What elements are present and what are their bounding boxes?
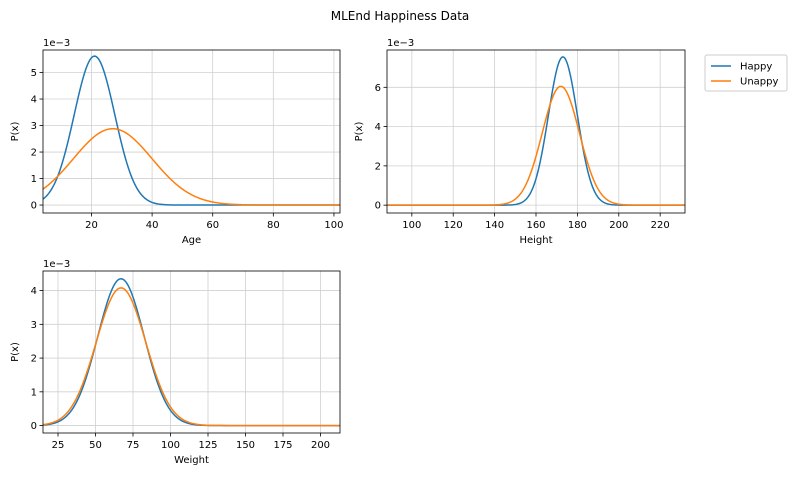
x-tick-label: 160 — [526, 220, 545, 231]
x-tick-label: 100 — [161, 440, 180, 451]
y-offset-label: 1e−3 — [43, 38, 70, 49]
y-tick-label: 3 — [31, 320, 37, 331]
y-tick-label: 0 — [31, 201, 37, 212]
legend-label-happy: Happy — [740, 62, 772, 73]
x-axis-label: Height — [519, 235, 552, 246]
subplot-weight: 25 50 75 100 125 150 175 200 0 1 2 3 4 1e−3 Weight P(x) — [10, 259, 341, 466]
x-tick-label: 220 — [651, 220, 670, 231]
legend: Happy Unappy — [704, 54, 788, 92]
y-tick-label: 4 — [375, 122, 381, 133]
y-tick-label: 4 — [31, 286, 37, 297]
y-tick-label: 2 — [31, 354, 37, 365]
x-tick-label: 200 — [609, 220, 628, 231]
x-tick-label: 200 — [311, 440, 330, 451]
y-tick-label: 0 — [375, 201, 381, 212]
x-tick-label: 100 — [402, 220, 421, 231]
y-tick-label: 3 — [31, 121, 37, 132]
y-tick-label: 6 — [375, 83, 381, 94]
y-tick-label: 1 — [31, 174, 37, 185]
legend-frame — [704, 54, 788, 92]
series-line-unappy — [43, 127, 340, 206]
subplot-age: 20 40 60 80 100 0 1 2 3 4 5 1e−3 Age P(x) — [10, 38, 343, 246]
series-line-unappy — [43, 287, 340, 427]
x-tick-label: 175 — [273, 440, 292, 451]
y-offset-label: 1e−3 — [387, 38, 414, 49]
x-tick-label: 40 — [146, 220, 159, 231]
x-tick-label: 80 — [267, 220, 280, 231]
x-tick-label: 125 — [198, 440, 217, 451]
x-axis-label: Weight — [174, 455, 209, 466]
axes-frame — [42, 270, 341, 434]
x-tick-label: 120 — [444, 220, 463, 231]
series-line-happy — [43, 55, 340, 206]
y-tick-label: 1 — [31, 387, 37, 398]
x-tick-label: 60 — [206, 220, 219, 231]
x-tick-label: 50 — [89, 440, 102, 451]
legend-label-unappy: Unappy — [740, 77, 778, 88]
y-axis-label: P(x) — [354, 122, 365, 142]
x-tick-label: 20 — [85, 220, 98, 231]
x-axis-label: Age — [182, 235, 201, 246]
figure-title: MLEnd Happiness Data — [331, 9, 470, 23]
y-axis-label: P(x) — [10, 342, 21, 362]
x-tick-label: 140 — [485, 220, 504, 231]
series-line-unappy — [387, 85, 685, 206]
y-tick-label: 2 — [31, 148, 37, 159]
x-tick-label: 180 — [568, 220, 587, 231]
y-tick-label: 4 — [31, 95, 37, 106]
y-tick-label: 2 — [375, 161, 381, 172]
y-tick-label: 0 — [31, 421, 37, 432]
y-tick-label: 5 — [31, 68, 37, 79]
series-line-happy — [43, 278, 340, 427]
x-tick-label: 25 — [52, 440, 65, 451]
y-offset-label: 1e−3 — [43, 259, 70, 270]
x-tick-label: 150 — [236, 440, 255, 451]
x-tick-label: 75 — [127, 440, 140, 451]
axes-frame — [42, 49, 341, 214]
subplot-height: 100 120 140 160 180 200 220 0 2 4 6 1e−3 Height P(x) — [354, 38, 686, 246]
y-axis-label: P(x) — [10, 122, 21, 142]
x-tick-label: 100 — [324, 220, 343, 231]
